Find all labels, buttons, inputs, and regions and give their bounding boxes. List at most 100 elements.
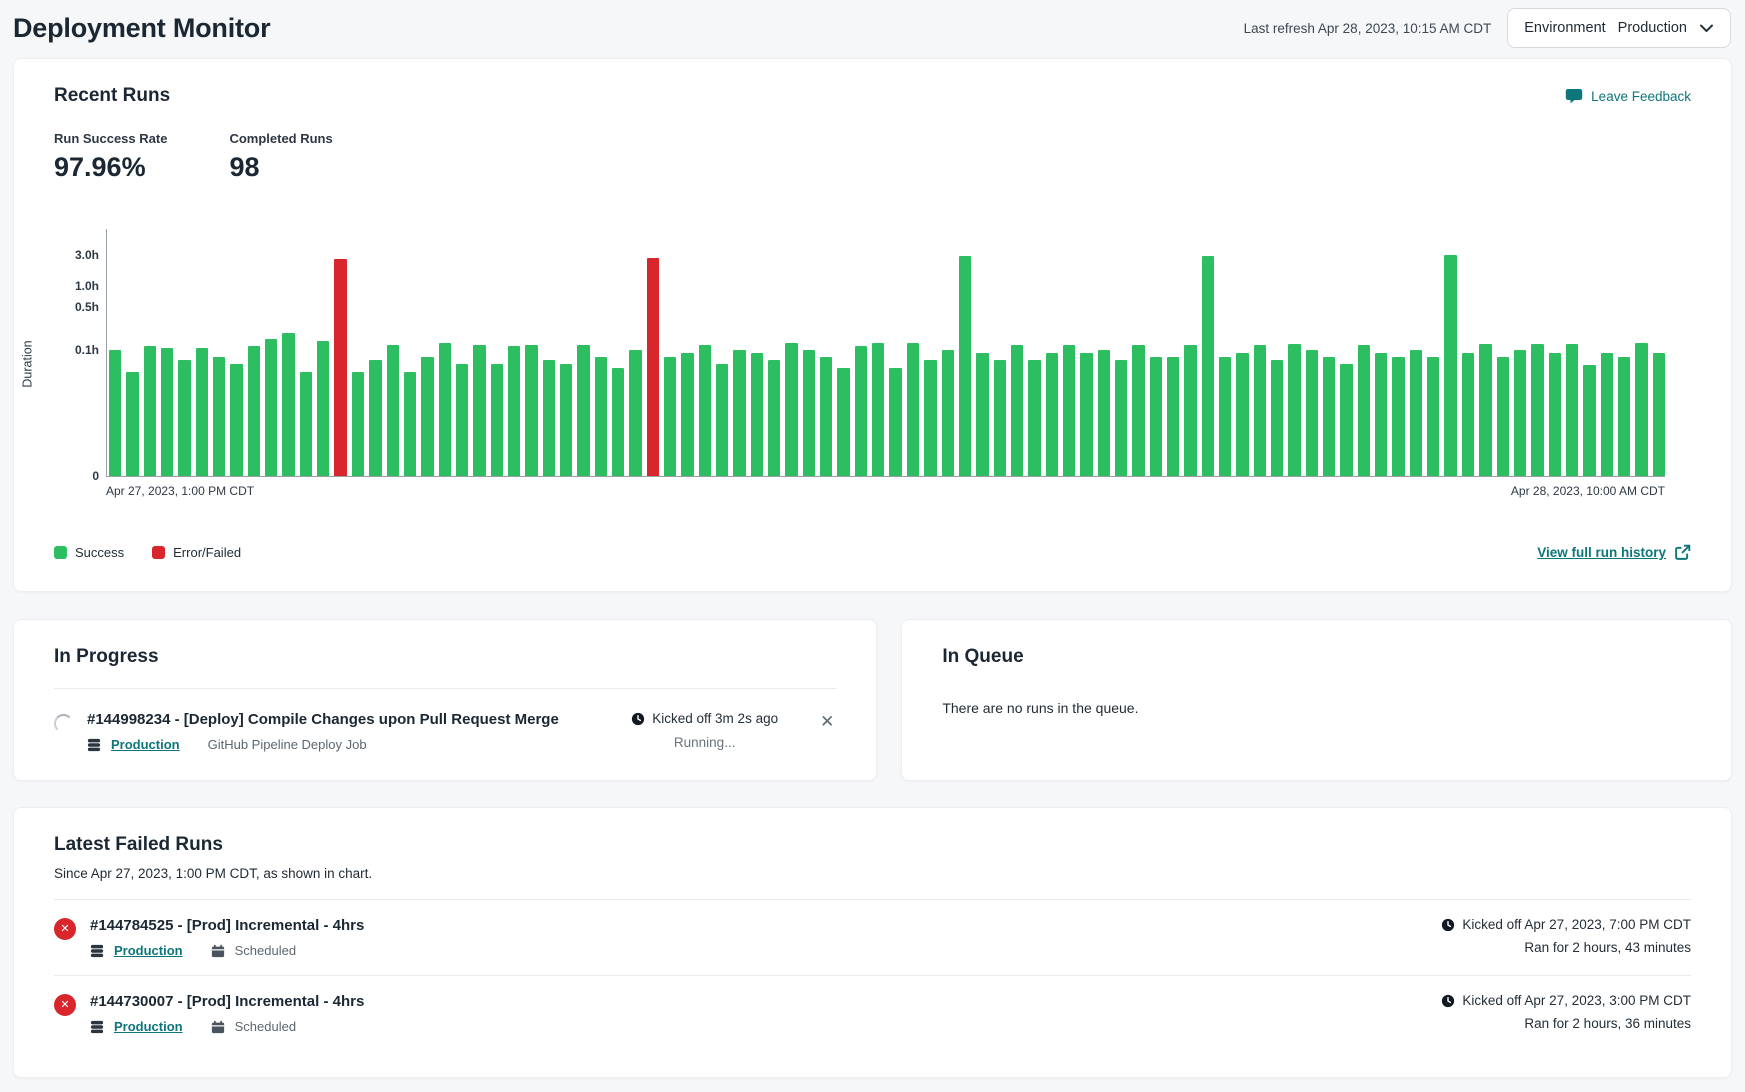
chart-bar-success[interactable]: [178, 360, 191, 476]
chart-bar-success[interactable]: [820, 356, 833, 476]
chart-bar-success[interactable]: [1427, 356, 1440, 476]
chart-bar-success[interactable]: [1132, 345, 1145, 476]
chart-bar-success[interactable]: [1600, 353, 1613, 476]
chart-bar-success[interactable]: [1288, 344, 1301, 476]
chart-bar-success[interactable]: [247, 346, 261, 476]
chart-bar-success[interactable]: [1097, 350, 1110, 476]
chart-bar-success[interactable]: [716, 363, 729, 476]
chart-bar-success[interactable]: [1149, 356, 1162, 476]
chart-bar-success[interactable]: [1392, 356, 1405, 476]
chart-bar-success[interactable]: [230, 363, 243, 476]
chart-bar-success[interactable]: [958, 256, 972, 476]
failed-run-kicked-off: Kicked off Apr 27, 2023, 3:00 PM CDT: [1441, 993, 1691, 1008]
chart-bar-success[interactable]: [1114, 360, 1128, 476]
chart-bar-success[interactable]: [1357, 345, 1371, 476]
chart-bar-success[interactable]: [195, 347, 209, 476]
chart-bar-success[interactable]: [1323, 356, 1336, 476]
chart-bar-success[interactable]: [1409, 350, 1423, 476]
chart-bar-success[interactable]: [213, 356, 226, 476]
failed-run-environment-link[interactable]: Production: [114, 1019, 183, 1034]
chart-bar-success[interactable]: [1444, 254, 1457, 476]
chart-bar-success[interactable]: [369, 360, 382, 476]
chart-bar-success[interactable]: [542, 360, 555, 476]
chart-bar-success[interactable]: [802, 350, 816, 476]
chart-bar-success[interactable]: [1496, 356, 1509, 476]
chart-bar-success[interactable]: [1635, 343, 1648, 476]
chart-bar-success[interactable]: [1305, 350, 1319, 476]
chart-bar-success[interactable]: [577, 345, 590, 476]
chart-bar-success[interactable]: [1080, 353, 1093, 476]
chart-bar-success[interactable]: [1479, 344, 1492, 476]
chart-bar-success[interactable]: [629, 350, 642, 476]
chart-bar-success[interactable]: [1045, 353, 1058, 476]
chart-bar-success[interactable]: [1253, 345, 1267, 476]
chart-bar-success[interactable]: [611, 367, 625, 476]
chart-bar-success[interactable]: [924, 360, 937, 476]
chart-bar-success[interactable]: [351, 372, 365, 476]
chart-bar-success[interactable]: [837, 367, 850, 476]
chart-bar-success[interactable]: [559, 363, 573, 476]
chart-bar-success[interactable]: [473, 345, 486, 476]
chart-bar-success[interactable]: [386, 345, 399, 476]
chart-bar-success[interactable]: [438, 343, 451, 476]
chart-bar-success[interactable]: [265, 339, 278, 476]
chart-bar-success[interactable]: [993, 360, 1006, 476]
chart-bar-success[interactable]: [733, 350, 746, 476]
view-full-run-history-link[interactable]: View full run history: [1537, 544, 1691, 561]
chart-bar-success[interactable]: [1652, 353, 1665, 476]
chart-bar-success[interactable]: [1271, 360, 1284, 476]
chart-bar-success[interactable]: [1010, 345, 1024, 476]
chart-bar-success[interactable]: [282, 332, 295, 476]
chart-bar-success[interactable]: [1219, 356, 1232, 476]
chart-bar-success[interactable]: [872, 343, 885, 476]
chart-bar-success[interactable]: [507, 346, 521, 476]
chart-bar-success[interactable]: [1028, 360, 1041, 476]
close-icon[interactable]: ✕: [820, 712, 835, 731]
chart-bar-success[interactable]: [785, 343, 798, 476]
chart-bar-success[interactable]: [1548, 353, 1561, 476]
chart-bar-success[interactable]: [750, 353, 764, 476]
chart-bar-success[interactable]: [455, 363, 469, 476]
chart-bar-success[interactable]: [1201, 256, 1214, 476]
chart-bar-success[interactable]: [1184, 345, 1197, 476]
chart-bar-success[interactable]: [681, 353, 694, 476]
chart-bar-success[interactable]: [490, 363, 503, 476]
chart-bar-success[interactable]: [126, 372, 139, 476]
chart-bar-success[interactable]: [1062, 345, 1076, 476]
chart-bar-success[interactable]: [1236, 353, 1249, 476]
chart-bar-failed[interactable]: [646, 257, 659, 476]
chart-bar-success[interactable]: [1513, 350, 1527, 476]
chart-y-tick-label: 0: [92, 469, 99, 483]
chart-bar-success[interactable]: [317, 341, 330, 476]
chart-bar-success[interactable]: [161, 347, 174, 476]
chart-bar-success[interactable]: [1166, 356, 1180, 476]
chart-bar-success[interactable]: [1617, 356, 1631, 476]
chart-bar-success[interactable]: [421, 356, 434, 476]
chart-bar-success[interactable]: [1375, 353, 1388, 476]
chart-bar-success[interactable]: [854, 346, 868, 476]
chart-bar-success[interactable]: [976, 353, 989, 476]
chart-bar-success[interactable]: [1565, 344, 1579, 476]
chart-bar-success[interactable]: [594, 356, 607, 476]
chart-bar-success[interactable]: [299, 372, 313, 476]
chart-bar-success[interactable]: [906, 343, 920, 476]
leave-feedback-link[interactable]: Leave Feedback: [1565, 87, 1691, 105]
chart-bar-success[interactable]: [889, 367, 902, 476]
chart-bar-success[interactable]: [403, 372, 417, 476]
chart-bar-success[interactable]: [1461, 353, 1475, 476]
environment-dropdown[interactable]: Environment Production: [1507, 8, 1731, 48]
chart-bar-success[interactable]: [664, 356, 677, 476]
chart-bar-success[interactable]: [768, 360, 781, 476]
failed-run-environment-link[interactable]: Production: [114, 943, 183, 958]
in-progress-environment-link[interactable]: Production: [111, 737, 180, 752]
chart-bar-success[interactable]: [1340, 363, 1353, 476]
chart-bar-failed[interactable]: [334, 259, 347, 476]
chart-bar-success[interactable]: [109, 350, 122, 476]
chart-bar-success[interactable]: [143, 346, 157, 476]
chart-bar-success[interactable]: [1583, 365, 1596, 476]
chart-bar-success[interactable]: [525, 345, 538, 476]
chart-bar-success[interactable]: [1531, 344, 1544, 476]
recent-runs-title: Recent Runs: [54, 85, 171, 106]
chart-bar-success[interactable]: [698, 345, 712, 476]
chart-bar-success[interactable]: [941, 350, 954, 476]
